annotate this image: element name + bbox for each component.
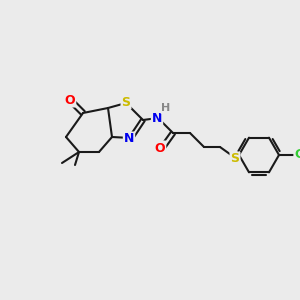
- Text: N: N: [124, 133, 134, 146]
- Text: H: H: [161, 103, 171, 113]
- Text: N: N: [152, 112, 162, 125]
- Text: Cl: Cl: [294, 148, 300, 161]
- Text: S: S: [230, 152, 239, 166]
- Text: O: O: [65, 94, 75, 106]
- Text: O: O: [155, 142, 165, 154]
- Text: S: S: [122, 95, 130, 109]
